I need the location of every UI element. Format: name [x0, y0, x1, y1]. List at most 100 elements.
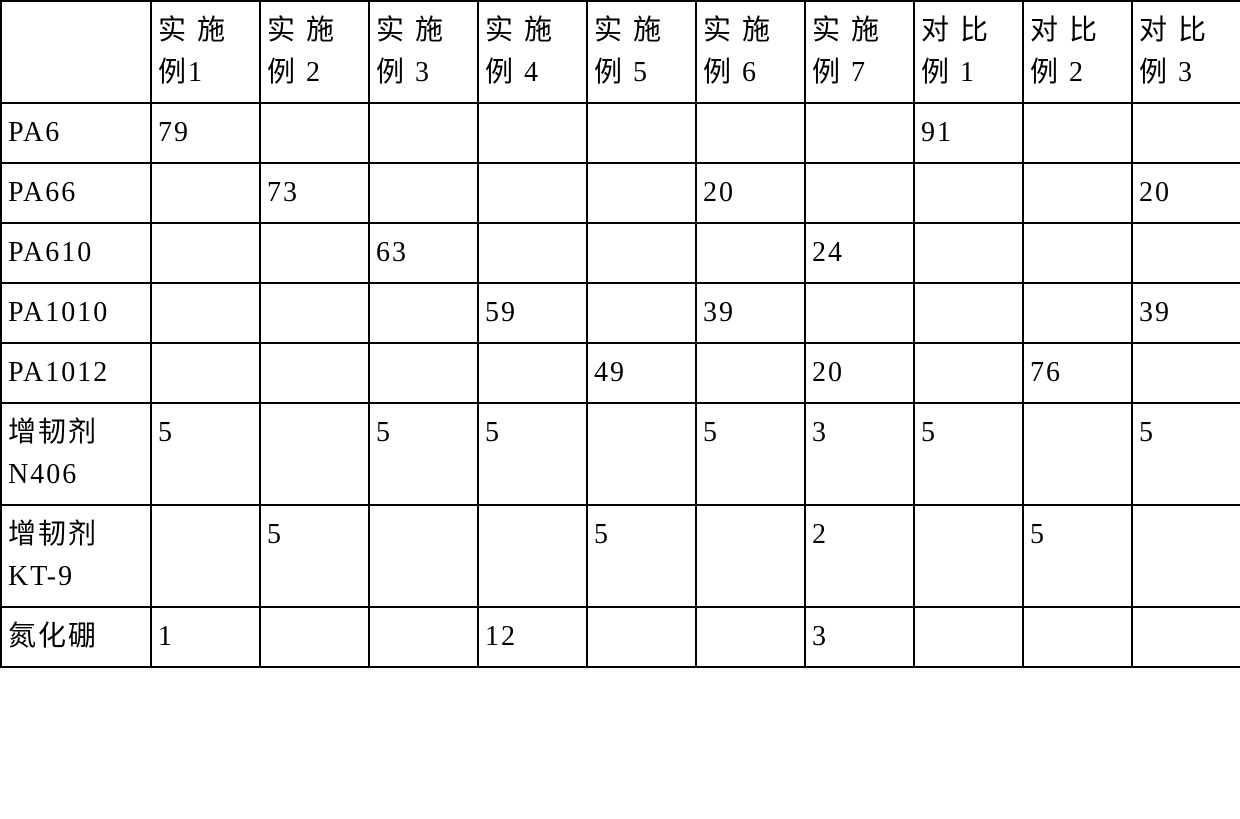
- table-cell: [914, 163, 1023, 223]
- table-cell: [805, 283, 914, 343]
- table-cell: [696, 607, 805, 667]
- table-cell: [1023, 103, 1132, 163]
- table-cell: [587, 283, 696, 343]
- table-cell: [914, 607, 1023, 667]
- table-cell: [1023, 607, 1132, 667]
- composition-table: 实 施例1 实 施例 2 实 施例 3 实 施例 4 实 施例 5 实 施例 6…: [0, 0, 1240, 668]
- table-cell: 59: [478, 283, 587, 343]
- table-cell: 39: [1132, 283, 1240, 343]
- table-cell: 5: [914, 403, 1023, 505]
- table-cell: [1132, 223, 1240, 283]
- table-row: PA6 79 91: [1, 103, 1240, 163]
- table-cell: 1: [151, 607, 260, 667]
- header-cell: 实 施例 4: [478, 1, 587, 103]
- table-cell: 24: [805, 223, 914, 283]
- header-cell: 对 比例 1: [914, 1, 1023, 103]
- header-cell: 实 施例1: [151, 1, 260, 103]
- table-cell: 91: [914, 103, 1023, 163]
- table-cell: 20: [1132, 163, 1240, 223]
- table-cell: [151, 163, 260, 223]
- table-cell: [805, 163, 914, 223]
- table-header-row: 实 施例1 实 施例 2 实 施例 3 实 施例 4 实 施例 5 实 施例 6…: [1, 1, 1240, 103]
- table-cell: 76: [1023, 343, 1132, 403]
- table-cell: [151, 283, 260, 343]
- table-cell: [151, 223, 260, 283]
- table-cell: [478, 505, 587, 607]
- table-cell: 20: [696, 163, 805, 223]
- table-cell: 3: [805, 403, 914, 505]
- table-cell: [1132, 343, 1240, 403]
- table-cell: 5: [696, 403, 805, 505]
- table-cell: [369, 505, 478, 607]
- table-row: 氮化硼 1 12 3: [1, 607, 1240, 667]
- table-cell: 5: [587, 505, 696, 607]
- table-cell: [151, 343, 260, 403]
- table-cell: [1023, 163, 1132, 223]
- table-row: PA1010 59 39 39: [1, 283, 1240, 343]
- table-cell: 20: [805, 343, 914, 403]
- table-cell: [587, 223, 696, 283]
- header-cell: 实 施例 6: [696, 1, 805, 103]
- table-cell: [587, 403, 696, 505]
- table-cell: [696, 223, 805, 283]
- table-cell: [260, 283, 369, 343]
- table-cell: [260, 103, 369, 163]
- header-cell: 实 施例 7: [805, 1, 914, 103]
- table-cell: [260, 343, 369, 403]
- table-cell: [696, 343, 805, 403]
- table-cell: [914, 505, 1023, 607]
- header-cell-blank: [1, 1, 151, 103]
- table-cell: 12: [478, 607, 587, 667]
- table-cell: 5: [151, 403, 260, 505]
- row-label: PA1012: [1, 343, 151, 403]
- composition-table-container: 实 施例1 实 施例 2 实 施例 3 实 施例 4 实 施例 5 实 施例 6…: [0, 0, 1240, 819]
- table-cell: [369, 607, 478, 667]
- table-cell: [478, 103, 587, 163]
- row-label: PA66: [1, 163, 151, 223]
- table-cell: [914, 223, 1023, 283]
- row-label: PA1010: [1, 283, 151, 343]
- table-cell: [1023, 403, 1132, 505]
- table-row: PA1012 49 20 76: [1, 343, 1240, 403]
- table-cell: [478, 163, 587, 223]
- table-cell: 63: [369, 223, 478, 283]
- table-cell: 3: [805, 607, 914, 667]
- table-cell: [1023, 223, 1132, 283]
- table-cell: 5: [478, 403, 587, 505]
- table-cell: [587, 607, 696, 667]
- row-label: PA6: [1, 103, 151, 163]
- table-cell: [914, 343, 1023, 403]
- row-label: 增韧剂KT-9: [1, 505, 151, 607]
- table-row: PA610 63 24: [1, 223, 1240, 283]
- header-cell: 实 施例 5: [587, 1, 696, 103]
- table-cell: [587, 163, 696, 223]
- table-cell: 5: [1132, 403, 1240, 505]
- table-row: 增韧剂N406 5 5 5 5 3 5 5: [1, 403, 1240, 505]
- table-cell: [1023, 283, 1132, 343]
- table-cell: [478, 343, 587, 403]
- table-cell: [1132, 607, 1240, 667]
- header-cell: 对 比例 3: [1132, 1, 1240, 103]
- table-cell: [260, 403, 369, 505]
- table-cell: [260, 607, 369, 667]
- table-cell: 5: [260, 505, 369, 607]
- row-label: 增韧剂N406: [1, 403, 151, 505]
- table-cell: [369, 343, 478, 403]
- table-row: 增韧剂KT-9 5 5 2 5: [1, 505, 1240, 607]
- table-cell: [369, 163, 478, 223]
- table-cell: 39: [696, 283, 805, 343]
- header-cell: 对 比例 2: [1023, 1, 1132, 103]
- table-cell: [914, 283, 1023, 343]
- table-cell: 79: [151, 103, 260, 163]
- table-cell: [1132, 505, 1240, 607]
- header-cell: 实 施例 2: [260, 1, 369, 103]
- header-cell: 实 施例 3: [369, 1, 478, 103]
- row-label: 氮化硼: [1, 607, 151, 667]
- table-row: PA66 73 20 20: [1, 163, 1240, 223]
- table-cell: [260, 223, 369, 283]
- table-cell: [805, 103, 914, 163]
- table-cell: [369, 283, 478, 343]
- table-cell: [478, 223, 587, 283]
- table-cell: [1132, 103, 1240, 163]
- table-cell: 5: [369, 403, 478, 505]
